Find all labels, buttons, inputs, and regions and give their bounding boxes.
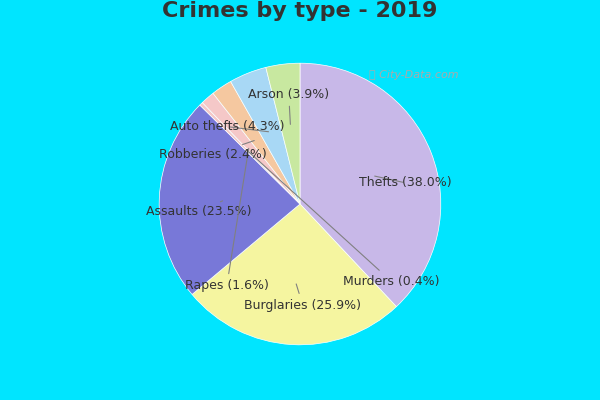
Wedge shape — [200, 102, 300, 204]
Text: Auto thefts (4.3%): Auto thefts (4.3%) — [170, 120, 284, 133]
Wedge shape — [213, 82, 300, 204]
Wedge shape — [159, 105, 300, 294]
Text: Murders (0.4%): Murders (0.4%) — [248, 151, 440, 288]
Text: ⓘ City-Data.com: ⓘ City-Data.com — [369, 70, 458, 80]
Text: Assaults (23.5%): Assaults (23.5%) — [146, 201, 251, 218]
Title: Crimes by type - 2019: Crimes by type - 2019 — [163, 1, 437, 21]
Text: Burglaries (25.9%): Burglaries (25.9%) — [244, 284, 361, 312]
Wedge shape — [230, 68, 300, 204]
Text: Arson (3.9%): Arson (3.9%) — [248, 88, 329, 124]
Wedge shape — [300, 63, 441, 307]
Wedge shape — [192, 204, 397, 345]
Wedge shape — [202, 93, 300, 204]
Text: Thefts (38.0%): Thefts (38.0%) — [359, 176, 452, 189]
Text: Robberies (2.4%): Robberies (2.4%) — [159, 140, 266, 161]
Text: Rapes (1.6%): Rapes (1.6%) — [185, 148, 269, 292]
Wedge shape — [266, 63, 300, 204]
